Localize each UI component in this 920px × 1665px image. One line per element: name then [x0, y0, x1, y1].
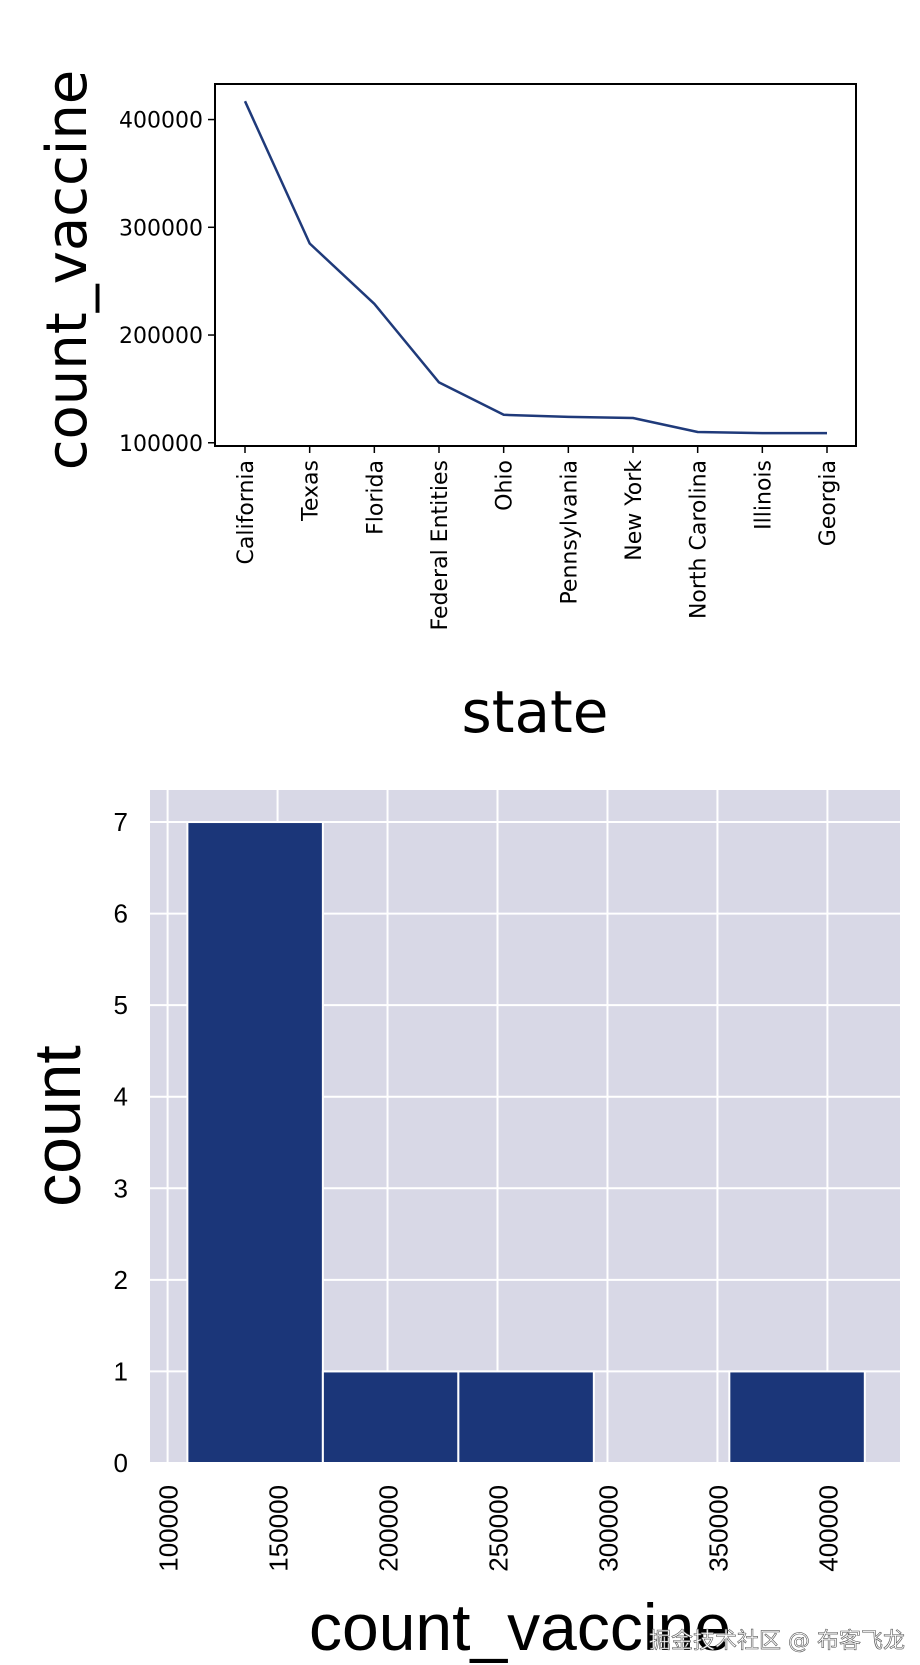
histogram-x-tick-label-5: 350000: [703, 1485, 733, 1572]
histogram-bar-0: [186, 821, 324, 1464]
line-plot-frame: [214, 83, 857, 447]
line-y-tick-label-1: 200000: [119, 324, 203, 349]
line-x-axis: California Texas Florida Federal Entities Oh…: [234, 446, 841, 630]
line-x-tick-label-8: Illinois: [751, 460, 776, 530]
histogram-bar-1: [321, 1370, 460, 1465]
line-x-tick-label-3: Federal Entities: [428, 460, 453, 630]
line-y-tick-label-3: 400000: [119, 109, 203, 134]
line-x-tick-label-9: Georgia: [816, 460, 841, 546]
histogram-y-tick-label-4: 4: [114, 1082, 128, 1112]
histogram-bars: [186, 821, 866, 1465]
histogram-y-tick-label-6: 6: [114, 899, 128, 929]
line-x-tick-label-7: North Carolina: [687, 460, 712, 619]
line-x-tick-label-5: Pennsylvania: [557, 460, 582, 605]
histogram-x-tick-label-0: 100000: [154, 1485, 184, 1572]
histogram-y-tick-label-7: 7: [114, 807, 128, 837]
histogram-x-tick-label-6: 400000: [813, 1485, 843, 1572]
histogram-x-tick-label-1: 150000: [264, 1485, 294, 1572]
line-x-tick-label-6: New York: [622, 460, 647, 561]
histogram-y-tick-label-0: 0: [114, 1448, 128, 1478]
line-x-tick-label-2: Florida: [363, 460, 388, 535]
histogram-chart: 0 1 2 3 4 5 6 7 100000 150000 200000 250000 300000 3…: [20, 790, 900, 1664]
histogram-x-tick-label-4: 300000: [593, 1485, 623, 1572]
histogram-x-axis-title: count_vaccine: [309, 1590, 731, 1664]
histogram-y-axis-title: count: [20, 1045, 94, 1206]
histogram-y-tick-label-1: 1: [114, 1356, 128, 1386]
line-x-tick-label-1: Texas: [299, 460, 324, 522]
histogram-y-tick-label-5: 5: [114, 990, 128, 1020]
histogram-bar-4: [728, 1370, 866, 1465]
line-y-tick-label-2: 300000: [119, 216, 203, 241]
line-series: [243, 100, 827, 435]
line-y-axis: 100000 200000 300000 400000: [119, 109, 215, 457]
watermark: 掘金技术社区 @ 布客飞龙: [649, 1629, 905, 1654]
line-chart: 100000 200000 300000 400000 California Texas…: [35, 70, 857, 746]
histogram-x-axis: 100000 150000 200000 250000 300000 350000 4000…: [154, 1485, 844, 1572]
line-x-axis-title: state: [462, 678, 609, 746]
line-x-tick-label-4: Ohio: [493, 460, 518, 511]
line-y-tick-label-0: 100000: [119, 432, 203, 457]
histogram-y-axis: 0 1 2 3 4 5 6 7: [114, 807, 128, 1478]
line-x-tick-label-0: California: [234, 460, 259, 564]
histogram-x-tick-label-2: 200000: [374, 1485, 404, 1572]
histogram-x-tick-label-3: 250000: [484, 1485, 514, 1572]
histogram-bar-2: [457, 1370, 595, 1465]
line-y-axis-title: count_vaccine: [35, 70, 100, 471]
histogram-y-tick-label-2: 2: [114, 1265, 128, 1295]
histogram-y-tick-label-3: 3: [114, 1173, 128, 1203]
